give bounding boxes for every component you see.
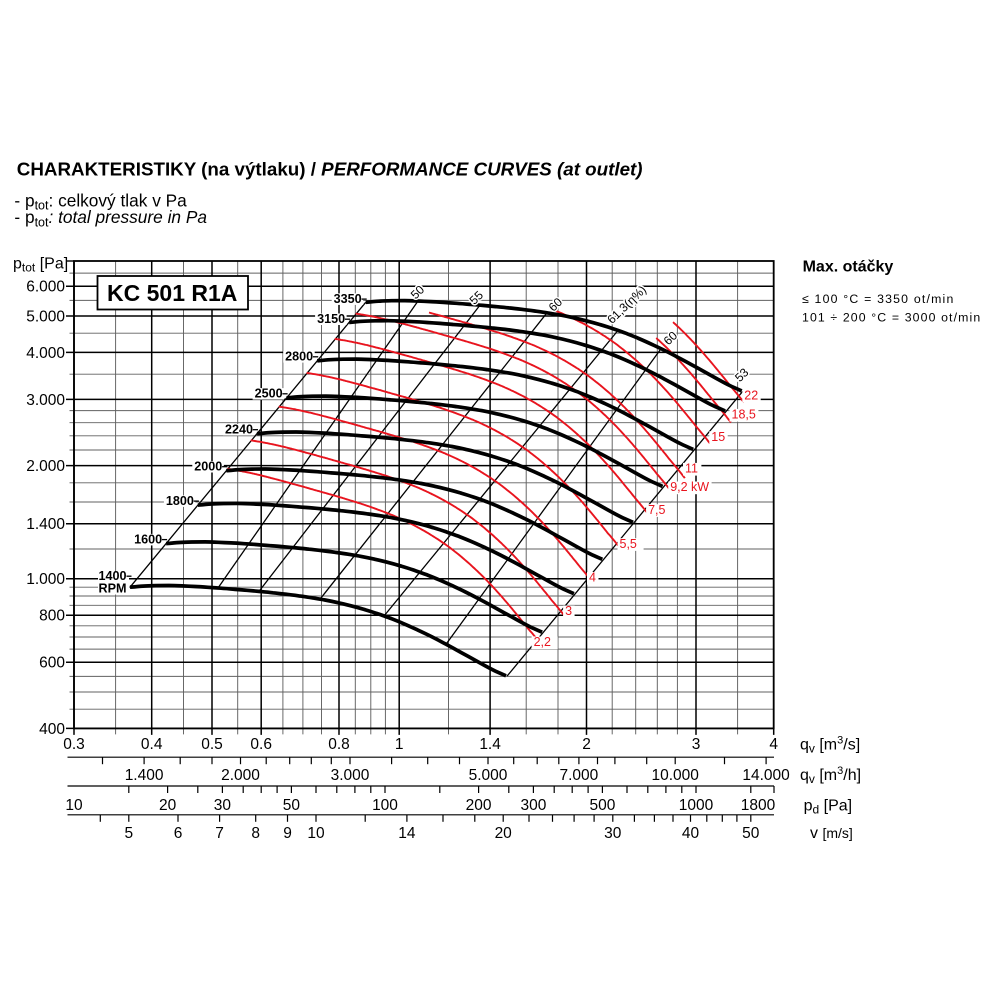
svg-text:CHARAKTERISTIKY (na výtlaku) /: CHARAKTERISTIKY (na výtlaku) / PERFORMAN… xyxy=(17,158,643,179)
svg-text:0.5: 0.5 xyxy=(201,736,223,753)
svg-text:800: 800 xyxy=(39,608,65,625)
svg-text:10: 10 xyxy=(65,797,83,814)
svg-text:18,5: 18,5 xyxy=(732,408,756,422)
svg-text:2000: 2000 xyxy=(194,460,222,474)
svg-text:50: 50 xyxy=(742,825,760,842)
svg-text:1.400: 1.400 xyxy=(26,516,65,533)
svg-text:500: 500 xyxy=(589,797,615,814)
svg-text:2240: 2240 xyxy=(225,423,253,437)
svg-text:400: 400 xyxy=(39,721,65,738)
svg-text:2800: 2800 xyxy=(285,350,313,364)
svg-text:2.000: 2.000 xyxy=(221,767,260,784)
svg-text:- ptot: total pressure in Pa: - ptot: total pressure in Pa xyxy=(14,207,207,229)
svg-text:1400: 1400 xyxy=(98,569,126,583)
svg-text:v [m/s]: v [m/s] xyxy=(810,825,853,842)
svg-text:1: 1 xyxy=(395,736,404,753)
svg-text:KC 501 R1A: KC 501 R1A xyxy=(107,280,237,306)
svg-text:0.6: 0.6 xyxy=(250,736,272,753)
svg-text:0.4: 0.4 xyxy=(141,736,163,753)
svg-text:15: 15 xyxy=(711,430,725,444)
svg-text:RPM: RPM xyxy=(99,582,127,596)
svg-text:0.3: 0.3 xyxy=(63,736,85,753)
svg-text:8: 8 xyxy=(251,825,260,842)
svg-text:10: 10 xyxy=(307,825,325,842)
svg-text:7: 7 xyxy=(215,825,224,842)
svg-text:1000: 1000 xyxy=(679,797,714,814)
svg-text:30: 30 xyxy=(214,797,232,814)
svg-text:200: 200 xyxy=(466,797,492,814)
svg-text:9,2 kW: 9,2 kW xyxy=(670,480,709,494)
svg-text:101 ÷ 200 °C = 3000 ot/min: 101 ÷ 200 °C = 3000 ot/min xyxy=(802,311,980,325)
svg-text:4: 4 xyxy=(589,571,596,585)
svg-text:1600: 1600 xyxy=(134,532,162,546)
svg-text:qv [m3/h]: qv [m3/h] xyxy=(800,765,861,786)
svg-text:20: 20 xyxy=(495,825,513,842)
svg-text:7.000: 7.000 xyxy=(560,767,599,784)
svg-text:3350: 3350 xyxy=(334,292,362,306)
svg-text:9: 9 xyxy=(283,825,292,842)
svg-text:300: 300 xyxy=(520,797,546,814)
svg-text:14: 14 xyxy=(398,825,416,842)
svg-text:6: 6 xyxy=(174,825,183,842)
svg-text:2: 2 xyxy=(582,736,591,753)
svg-text:3: 3 xyxy=(692,736,701,753)
svg-text:30: 30 xyxy=(604,825,622,842)
svg-text:5: 5 xyxy=(124,825,133,842)
svg-text:5,5: 5,5 xyxy=(620,537,637,551)
svg-text:ptot [Pa]: ptot [Pa] xyxy=(13,256,68,275)
svg-text:5.000: 5.000 xyxy=(26,308,65,325)
svg-text:4.000: 4.000 xyxy=(26,345,65,362)
svg-text:7,5: 7,5 xyxy=(648,503,665,517)
svg-text:1.400: 1.400 xyxy=(125,767,164,784)
svg-text:1.000: 1.000 xyxy=(26,571,65,588)
svg-text:10.000: 10.000 xyxy=(651,767,699,784)
svg-text:3.000: 3.000 xyxy=(331,767,370,784)
svg-text:- ptot: celkový tlak v Pa: - ptot: celkový tlak v Pa xyxy=(14,191,187,213)
svg-text:2,2: 2,2 xyxy=(534,635,551,649)
svg-text:pd [Pa]: pd [Pa] xyxy=(804,797,853,816)
svg-text:qv [m3/s]: qv [m3/s] xyxy=(800,734,860,755)
svg-text:22: 22 xyxy=(744,389,758,403)
svg-text:11: 11 xyxy=(685,462,698,476)
svg-text:50: 50 xyxy=(283,797,301,814)
svg-text:100: 100 xyxy=(372,797,398,814)
svg-text:14.000: 14.000 xyxy=(742,767,790,784)
svg-text:Max. otáčky: Max. otáčky xyxy=(803,258,894,275)
svg-text:600: 600 xyxy=(39,655,65,672)
svg-text:3.000: 3.000 xyxy=(26,392,65,409)
svg-text:3: 3 xyxy=(565,604,572,618)
svg-text:20: 20 xyxy=(159,797,177,814)
svg-text:6.000: 6.000 xyxy=(26,279,65,296)
svg-text:1800: 1800 xyxy=(166,494,194,508)
svg-text:4: 4 xyxy=(769,736,778,753)
svg-text:1.4: 1.4 xyxy=(479,736,501,753)
svg-text:1800: 1800 xyxy=(741,797,776,814)
svg-text:0.8: 0.8 xyxy=(328,736,350,753)
svg-text:2.000: 2.000 xyxy=(26,458,65,475)
svg-text:40: 40 xyxy=(682,825,700,842)
svg-text:≤ 100 °C = 3350 ot/min: ≤ 100 °C = 3350 ot/min xyxy=(802,292,953,306)
svg-text:2500: 2500 xyxy=(255,387,283,401)
svg-text:5.000: 5.000 xyxy=(469,767,508,784)
svg-text:3150: 3150 xyxy=(317,312,345,326)
